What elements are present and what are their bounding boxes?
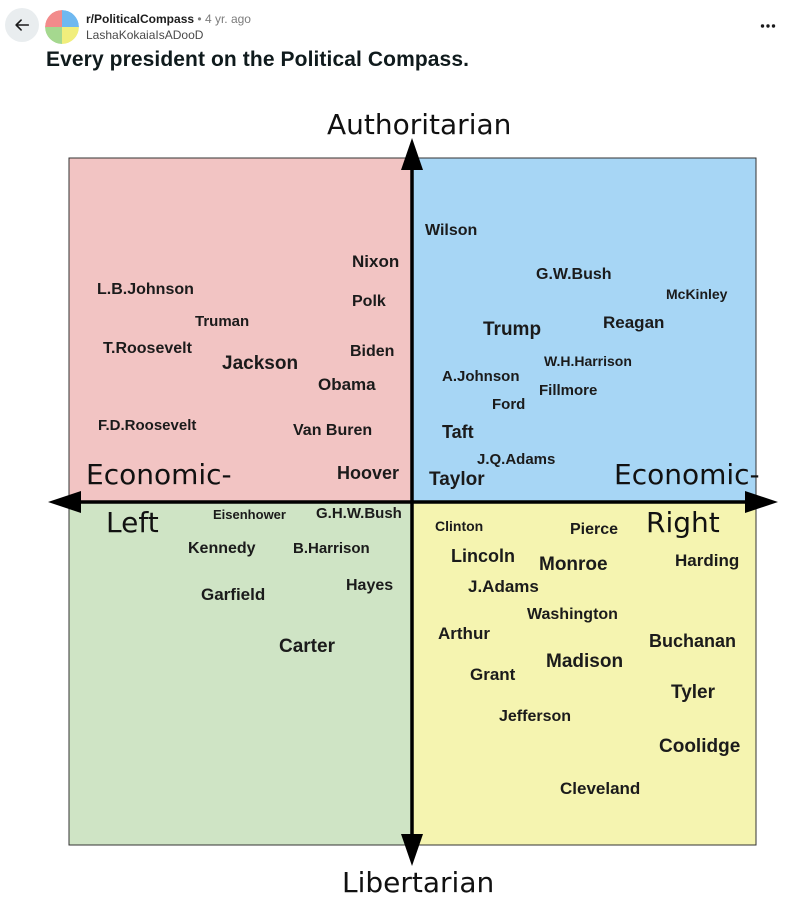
president-label: B.Harrison: [293, 540, 370, 557]
more-horizontal-icon: [760, 24, 776, 28]
president-label: J.Q.Adams: [477, 451, 556, 468]
president-label: Monroe: [539, 554, 608, 575]
president-label: Clinton: [435, 518, 484, 534]
president-label: Taylor: [429, 469, 485, 490]
president-label: Polk: [352, 293, 386, 310]
president-label: Buchanan: [649, 631, 737, 651]
president-label: Grant: [470, 665, 516, 684]
president-label: T.Roosevelt: [103, 340, 192, 357]
axis-label-libertarian: Libertarian: [342, 866, 495, 899]
subreddit-avatar[interactable]: [45, 10, 79, 44]
president-label: Nixon: [352, 252, 400, 271]
president-label: Washington: [527, 606, 618, 623]
quadrant-lib-left: [68, 501, 413, 846]
quadrant-auth-right: [411, 157, 757, 503]
president-label: Hayes: [346, 577, 394, 594]
president-label: A.Johnson: [442, 368, 520, 385]
president-label: Cleveland: [560, 779, 641, 798]
axis-label-right-line2: Right: [646, 506, 720, 539]
subreddit-name[interactable]: r/PoliticalCompass: [86, 12, 195, 26]
quadrant-lib-right: [411, 501, 757, 846]
axis-label-left-line2: Left: [106, 506, 159, 539]
political-compass-logo-icon: [45, 10, 79, 44]
president-label: Reagan: [603, 313, 665, 332]
president-label: Arthur: [438, 624, 490, 643]
president-label: Eisenhower: [213, 507, 286, 522]
arrow-left-axis-icon: [48, 491, 81, 513]
post-title: Every president on the Political Compass…: [46, 48, 470, 71]
president-label: Carter: [279, 636, 335, 657]
president-label: Ford: [492, 396, 526, 413]
president-label: Wilson: [425, 222, 478, 239]
president-label: Hoover: [337, 463, 400, 483]
back-button[interactable]: [5, 8, 39, 42]
meta-separator: •: [197, 12, 202, 26]
post-meta: r/PoliticalCompass • 4 yr. ago LashaKoka…: [86, 11, 251, 43]
author-username[interactable]: LashaKokaiaIsADooD: [86, 28, 204, 42]
president-label: Harding: [675, 551, 740, 570]
post-age: 4 yr. ago: [204, 12, 251, 26]
president-label: McKinley: [666, 286, 728, 302]
president-label: Jackson: [222, 353, 299, 374]
president-label: Tyler: [671, 682, 716, 703]
quadrant-auth-left: [68, 157, 413, 503]
president-label: L.B.Johnson: [97, 281, 194, 298]
axis-label-authoritarian: Authoritarian: [327, 108, 512, 141]
axis-label-left-line1: Economic-: [86, 458, 232, 491]
president-label: F.D.Roosevelt: [98, 417, 197, 434]
president-label: G.H.W.Bush: [316, 505, 402, 522]
axis-label-right-line1: Economic-: [614, 458, 760, 491]
president-label: G.W.Bush: [536, 266, 612, 283]
president-label: Kennedy: [188, 540, 256, 557]
arrow-left-icon: [15, 19, 30, 31]
arrow-down-icon: [401, 834, 423, 866]
arrow-right-axis-icon: [745, 491, 778, 513]
president-label: Coolidge: [659, 736, 741, 757]
president-label: Lincoln: [451, 546, 515, 566]
president-label: Madison: [546, 651, 624, 672]
president-label: Biden: [350, 343, 395, 360]
president-label: Obama: [318, 375, 376, 394]
president-label: Pierce: [570, 521, 619, 538]
president-label: J.Adams: [468, 577, 539, 596]
president-label: Van Buren: [293, 422, 373, 439]
president-label: Trump: [483, 319, 542, 340]
president-label: Garfield: [201, 585, 266, 604]
president-label: W.H.Harrison: [544, 353, 632, 369]
more-options-button[interactable]: [756, 14, 780, 38]
arrow-up-icon: [401, 138, 423, 170]
president-label: Taft: [442, 422, 474, 442]
president-label: Jefferson: [499, 708, 572, 725]
president-label: Fillmore: [539, 382, 598, 399]
president-label: Truman: [195, 313, 250, 330]
